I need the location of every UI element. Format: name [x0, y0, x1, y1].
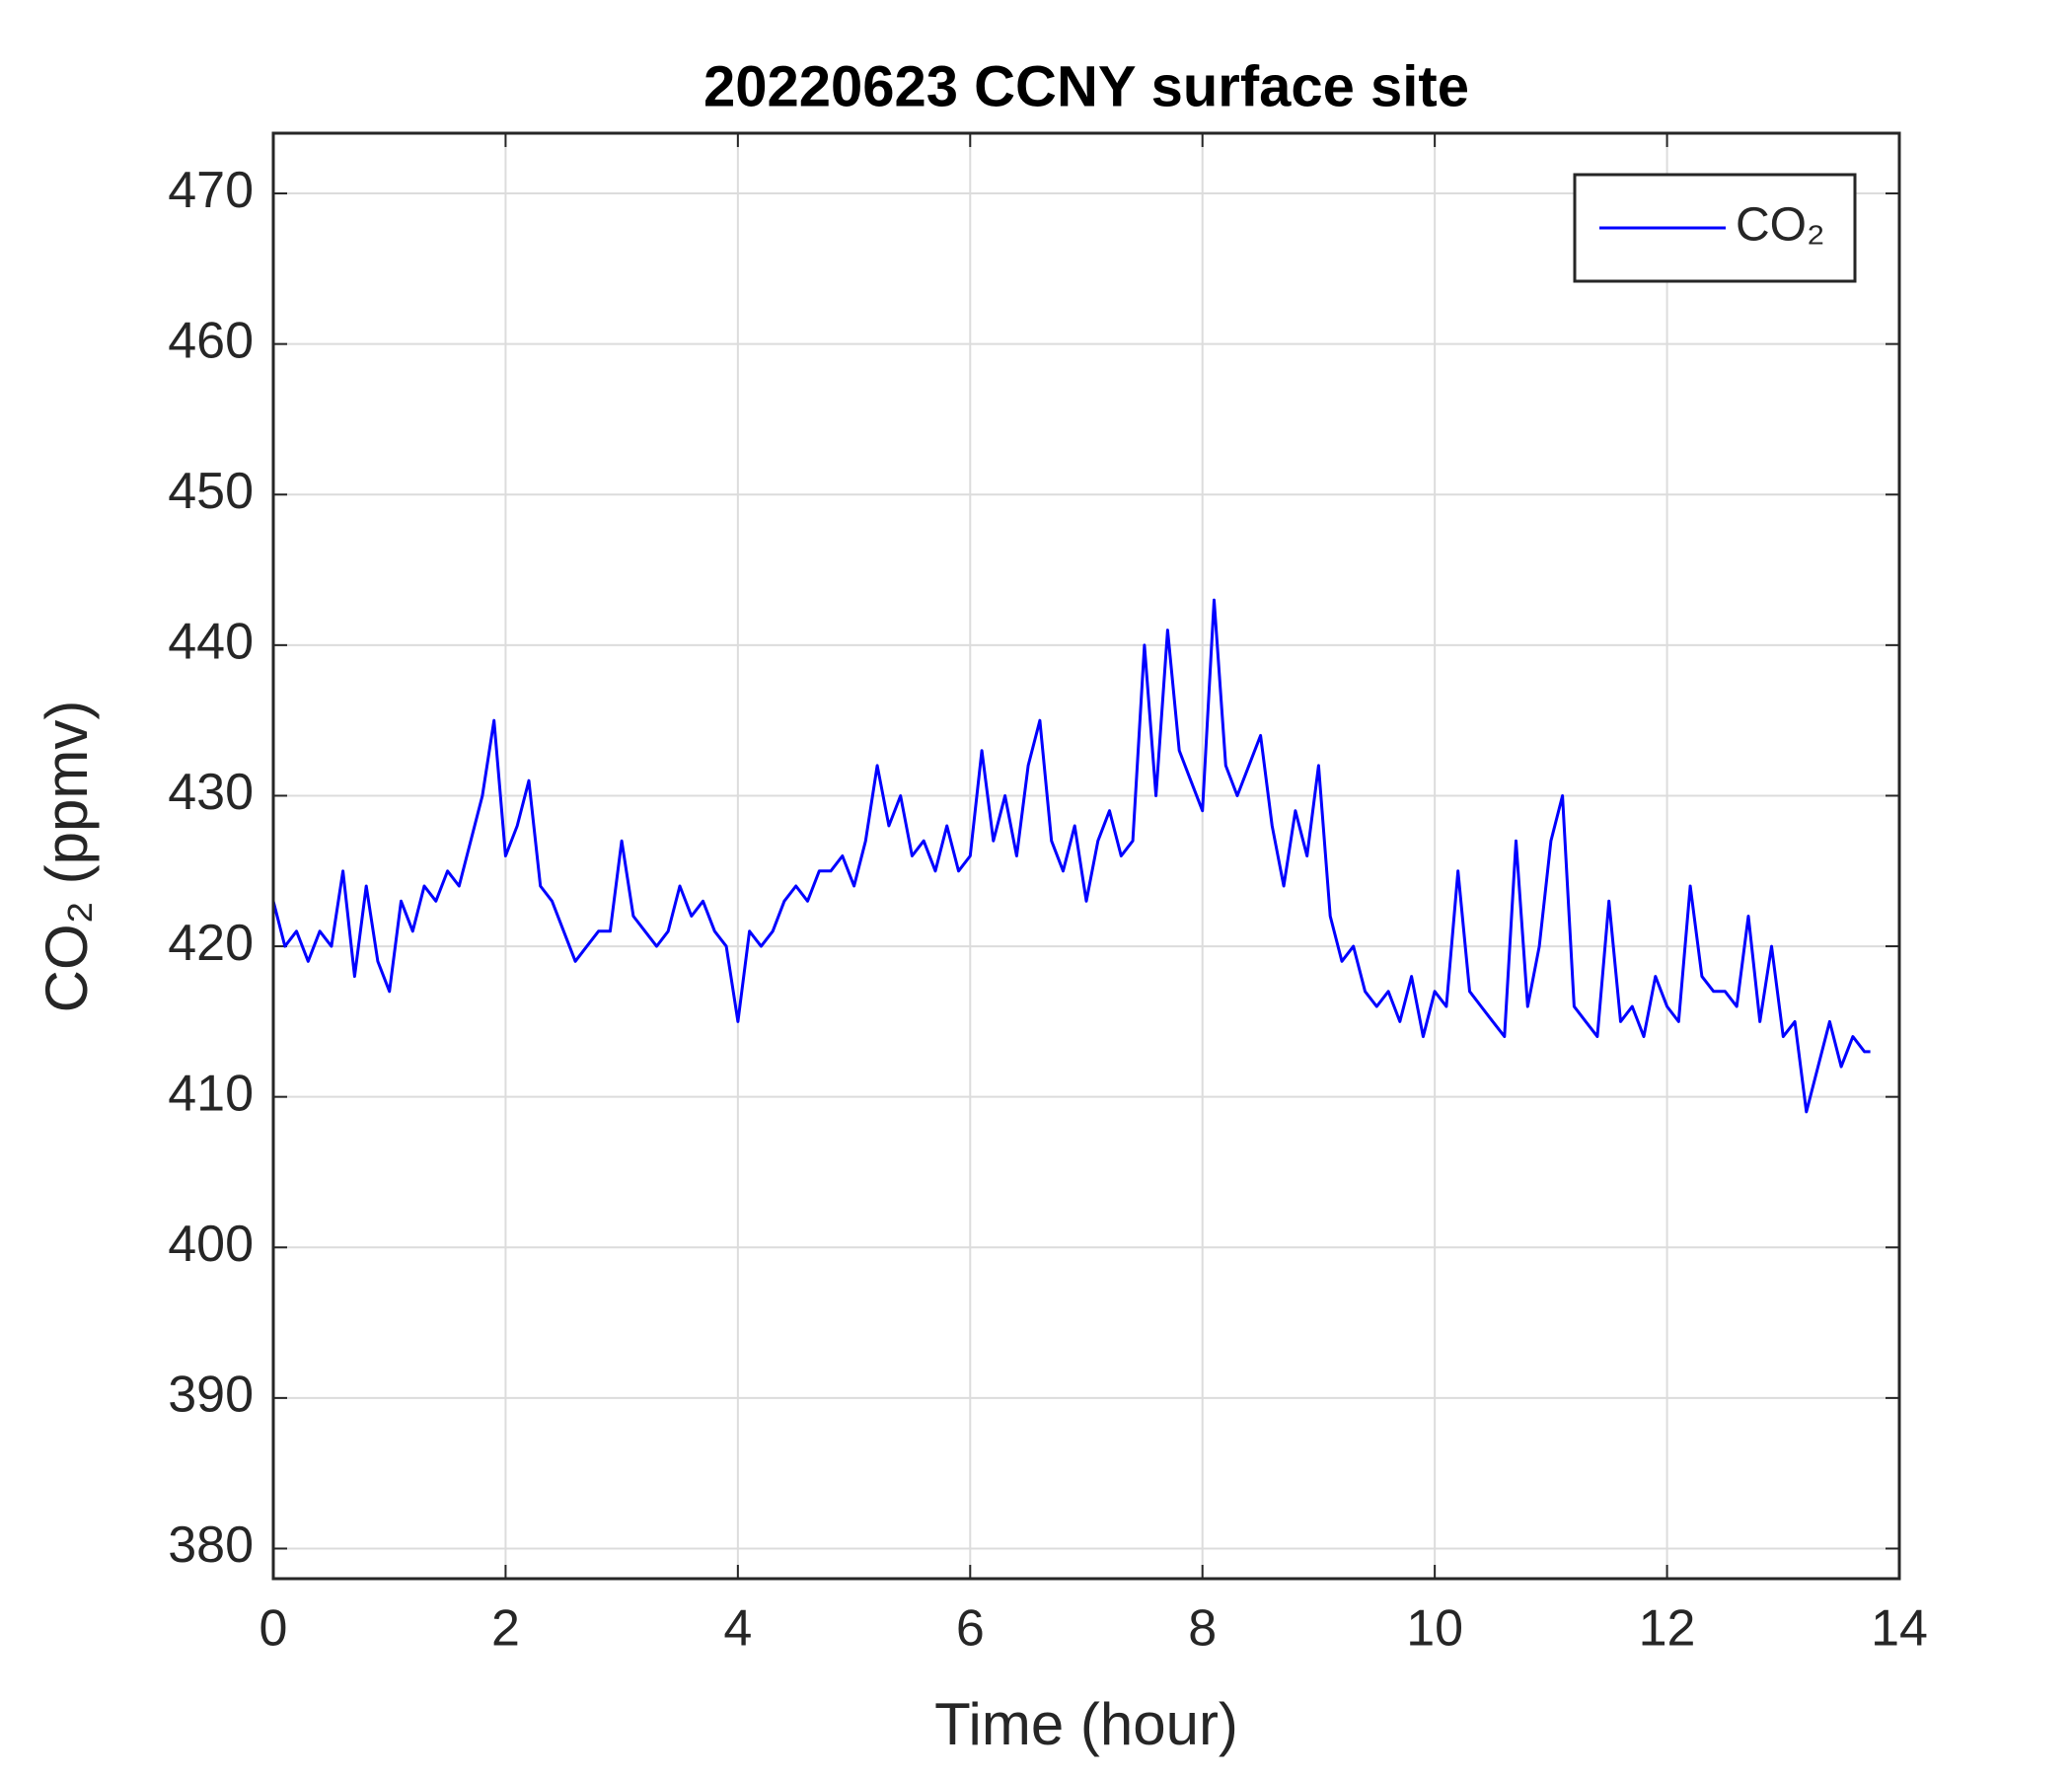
- x-tick-label: 14: [1871, 1600, 1928, 1658]
- y-tick-label: 470: [168, 162, 254, 219]
- y-tick-label: 440: [168, 614, 254, 671]
- x-tick-label: 6: [956, 1600, 985, 1658]
- x-tick-label: 4: [723, 1600, 752, 1658]
- data-line: [271, 598, 1871, 1114]
- y-tick-label: 380: [168, 1517, 254, 1574]
- plot-frame: [271, 131, 1901, 1581]
- x-tick-label: 10: [1406, 1600, 1463, 1658]
- y-tick-label: 430: [168, 764, 254, 821]
- x-tick-label: 8: [1188, 1600, 1217, 1658]
- x-tick-label: 2: [491, 1600, 520, 1658]
- legend-label: CO₂: [1736, 199, 1825, 252]
- y-tick-label: 410: [168, 1065, 254, 1122]
- y-tick-label: 400: [168, 1216, 254, 1273]
- y-tick-label: 390: [168, 1367, 254, 1424]
- y-axis-label: CO₂ (ppmv): [34, 701, 100, 1013]
- x-tick-label: 0: [259, 1600, 288, 1658]
- x-tick-label: 12: [1639, 1600, 1696, 1658]
- x-axis-label: Time (hour): [934, 1691, 1238, 1757]
- y-tick-label: 420: [168, 915, 254, 972]
- chart-title: 20220623 CCNY surface site: [703, 54, 1469, 118]
- y-tick-label: 460: [168, 312, 254, 369]
- y-tick-label: 450: [168, 463, 254, 520]
